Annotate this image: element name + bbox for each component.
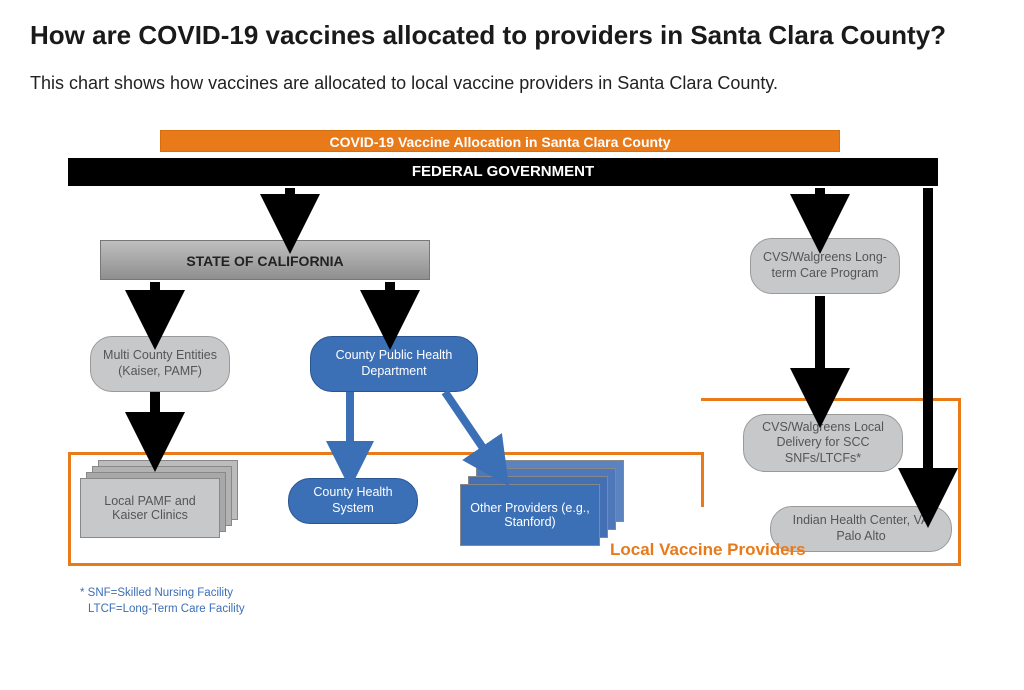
footnote-line1: * SNF=Skilled Nursing Facility xyxy=(80,586,245,602)
federal-bar: FEDERAL GOVERNMENT xyxy=(68,158,938,186)
state-bar: STATE OF CALIFORNIA xyxy=(100,240,430,280)
page-title: How are COVID-19 vaccines allocated to p… xyxy=(30,20,994,51)
local-providers-label: Local Vaccine Providers xyxy=(610,540,806,560)
local-providers-notch-mask xyxy=(704,449,710,455)
node-county-phd: County Public Health Department xyxy=(310,336,478,392)
local-providers-box-left xyxy=(68,452,704,566)
node-cvs-program: CVS/Walgreens Long-term Care Program xyxy=(750,238,900,294)
footnote-line2: LTCF=Long-Term Care Facility xyxy=(80,602,245,618)
chart-title-bar: COVID-19 Vaccine Allocation in Santa Cla… xyxy=(160,130,840,152)
footnote: * SNF=Skilled Nursing Facility LTCF=Long… xyxy=(80,586,245,617)
local-providers-connector xyxy=(701,452,704,507)
page-intro: This chart shows how vaccines are alloca… xyxy=(30,73,994,94)
node-multi-county: Multi County Entities (Kaiser, PAMF) xyxy=(90,336,230,392)
flowchart: COVID-19 Vaccine Allocation in Santa Cla… xyxy=(50,130,970,650)
